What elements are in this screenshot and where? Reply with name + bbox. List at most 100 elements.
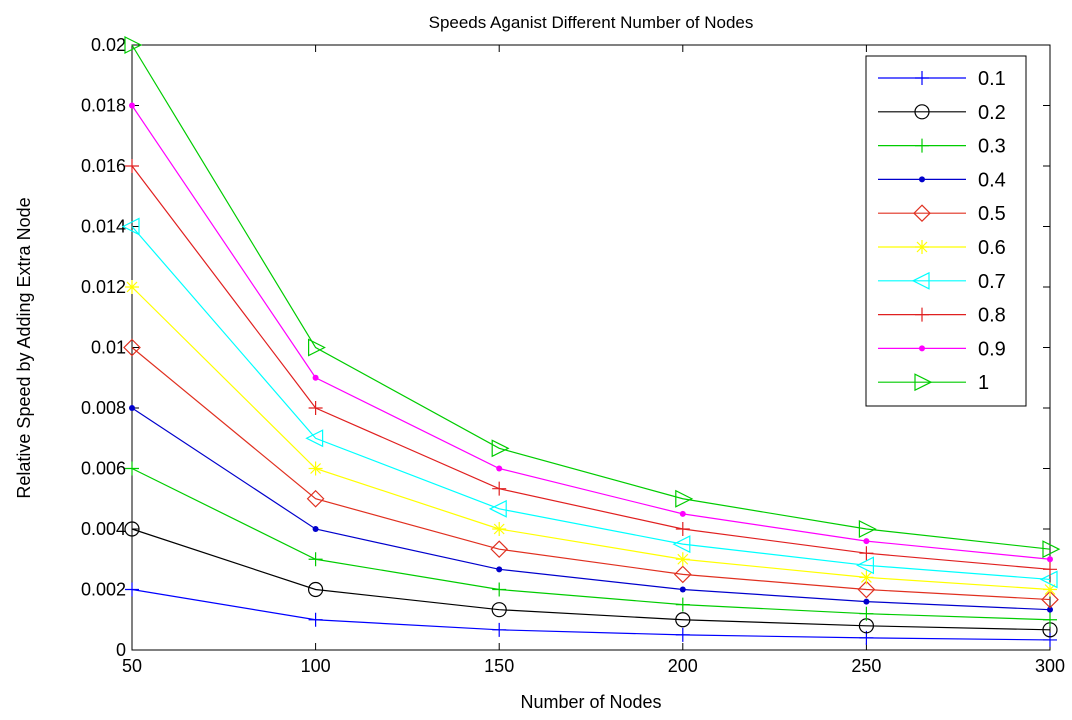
data-point	[679, 510, 686, 517]
data-point	[129, 405, 135, 411]
data-point	[673, 565, 692, 584]
y-tick-label: 0.02	[91, 35, 126, 55]
data-point	[308, 461, 323, 476]
x-tick-label: 200	[668, 656, 698, 676]
data-point	[679, 586, 686, 593]
data-point	[863, 538, 870, 545]
series-0.2	[124, 521, 1058, 638]
data-point	[312, 526, 319, 532]
legend-entry: 0.3	[878, 136, 1006, 158]
data-point	[312, 374, 319, 381]
legend-label: 0.4	[978, 169, 1006, 191]
data-point	[129, 102, 135, 109]
data-point	[1043, 612, 1057, 627]
data-point	[1043, 632, 1057, 647]
legend-label: 1	[978, 372, 989, 394]
series-line	[131, 44, 1051, 550]
data-point	[1047, 556, 1053, 563]
x-tick-label: 250	[851, 656, 881, 676]
data-point	[859, 570, 874, 585]
legend-entry: 0.1	[878, 68, 1006, 90]
data-point	[306, 489, 325, 508]
legend-label: 0.1	[978, 68, 1006, 90]
data-point	[492, 481, 507, 496]
legend-entry: 0.2	[878, 102, 1006, 124]
series-0.1	[125, 582, 1057, 647]
data-point	[308, 612, 323, 627]
series-line	[131, 165, 1051, 570]
legend-marker	[915, 240, 929, 254]
data-point	[308, 338, 326, 357]
series-0.9	[129, 102, 1053, 563]
data-point	[125, 159, 139, 173]
data-point	[488, 499, 507, 518]
y-tick-label: 0.002	[81, 580, 126, 600]
legend-marker	[914, 373, 933, 392]
data-point	[124, 521, 140, 537]
series-line	[131, 226, 1051, 581]
legend-entry: 0.6	[878, 237, 1006, 259]
y-tick-label: 0.004	[81, 519, 126, 539]
legend-marker	[914, 104, 930, 120]
y-tick-label: 0.016	[81, 156, 126, 176]
data-point	[491, 439, 510, 458]
data-point	[675, 489, 694, 508]
legend-entry: 1	[878, 372, 989, 394]
data-point	[496, 566, 503, 573]
data-point	[1042, 540, 1061, 559]
data-point	[490, 540, 509, 559]
data-point	[492, 622, 507, 637]
chart-title: Speeds Aganist Different Number of Nodes	[429, 13, 754, 32]
data-point	[675, 627, 690, 642]
series-line	[131, 467, 1051, 621]
legend-label: 0.2	[978, 102, 1006, 124]
data-point	[125, 582, 139, 597]
legend-label: 0.9	[978, 338, 1006, 360]
data-point	[856, 556, 875, 575]
legend-marker	[919, 345, 925, 352]
data-point	[491, 602, 507, 618]
data-point	[675, 612, 691, 628]
legend-entry: 0.7	[878, 271, 1006, 293]
legend-box	[865, 55, 1027, 407]
series-line	[131, 286, 1051, 591]
data-point	[496, 465, 503, 472]
legend-label: 0.8	[978, 305, 1006, 327]
series-0.8	[125, 159, 1057, 577]
data-point	[125, 280, 139, 294]
series-0.5	[123, 338, 1059, 609]
legend-label: 0.5	[978, 203, 1006, 225]
series-line	[131, 347, 1051, 601]
legend-marker	[915, 307, 929, 322]
legend-marker	[913, 204, 931, 223]
series-0.3	[125, 461, 1057, 627]
data-point	[859, 546, 874, 561]
series-0.6	[125, 280, 1057, 597]
data-point	[1041, 590, 1059, 609]
legend-label: 0.7	[978, 271, 1006, 293]
legend-entry: 0.5	[878, 203, 1006, 225]
legend-marker	[915, 71, 929, 85]
data-point	[308, 401, 323, 415]
data-point	[123, 338, 141, 357]
series-line	[131, 528, 1051, 631]
legend-entry: 0.4	[878, 169, 1006, 191]
data-point	[308, 552, 323, 567]
series-line	[131, 105, 1051, 560]
series-line	[131, 588, 1051, 641]
data-point	[858, 520, 877, 538]
series-0.4	[129, 405, 1053, 613]
data-point	[125, 461, 139, 476]
legend-entry: 0.8	[878, 305, 1006, 327]
series-group	[121, 36, 1061, 647]
data-point	[1043, 582, 1057, 597]
y-tick-label: 0	[116, 640, 126, 660]
x-tick-label: 150	[484, 656, 514, 676]
series-line	[131, 407, 1051, 611]
data-point	[308, 581, 324, 598]
y-tick-label: 0.01	[91, 338, 126, 358]
data-point	[675, 522, 690, 536]
y-tick-label: 0.014	[81, 217, 126, 237]
data-point	[305, 429, 324, 448]
